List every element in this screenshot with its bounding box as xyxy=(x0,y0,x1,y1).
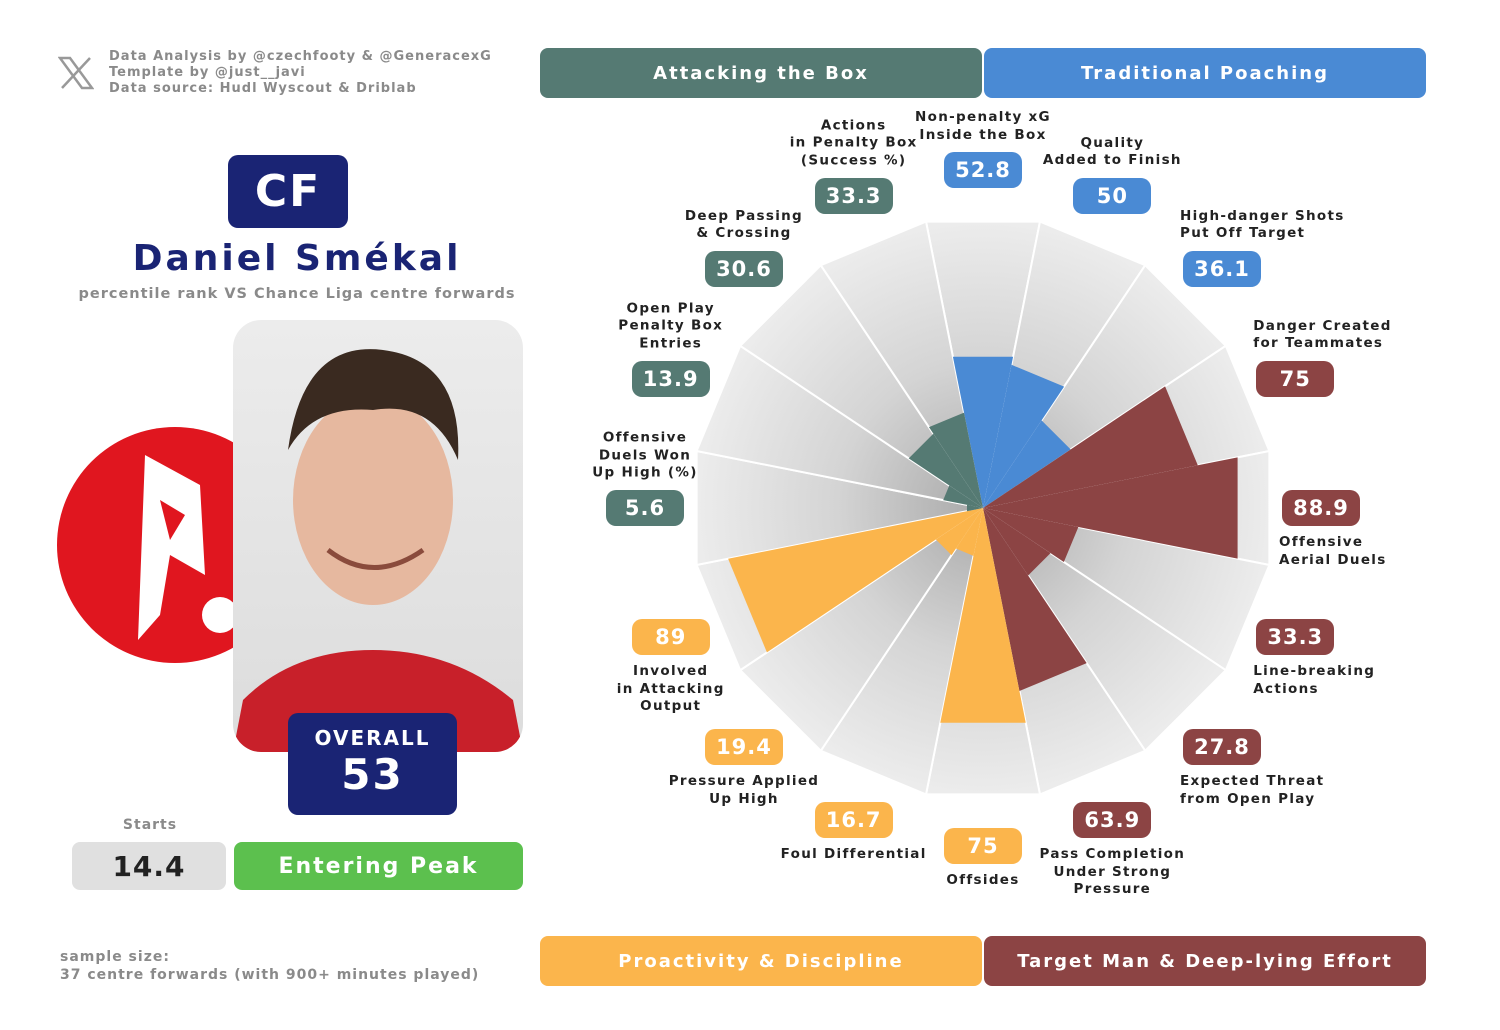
category-label: Non-penalty xG Inside the Box xyxy=(915,109,1051,143)
category-label: Quality Added to Finish xyxy=(1042,134,1182,169)
sample-label: sample size: xyxy=(60,949,170,965)
category-label: Line-breaking Actions xyxy=(1253,663,1376,697)
value-label: 89 xyxy=(631,619,710,656)
bar xyxy=(952,356,1014,508)
club-logo xyxy=(57,427,250,663)
category-label: Expected Threat from Open Play xyxy=(1180,773,1325,807)
category-label: Pass Completion Under Strong Pressure xyxy=(1039,846,1186,898)
bar xyxy=(943,485,983,508)
value-label: 50 xyxy=(1073,177,1152,214)
value-label: 33.3 xyxy=(814,177,893,214)
value-label: 75 xyxy=(1256,360,1335,397)
category-label: Offensive Aerial Duels xyxy=(1279,534,1387,568)
stage-badge: Entering Peak xyxy=(234,842,523,890)
bar xyxy=(908,433,983,508)
subtitle: percentile rank VS Chance Liga centre fo… xyxy=(78,286,516,302)
value-label: 19.4 xyxy=(704,729,783,765)
category-label: Pressure Applied Up High xyxy=(668,773,820,807)
overall-label: OVERALL xyxy=(314,726,431,750)
value-label: 75 xyxy=(944,828,1022,864)
value-label: 5.6 xyxy=(606,490,684,526)
category-label: Involved in Attacking Output xyxy=(616,663,725,715)
bar xyxy=(983,364,1065,508)
value-label: 27.8 xyxy=(1183,729,1261,765)
category-label: Foul Differential xyxy=(780,846,927,863)
bar xyxy=(928,412,983,508)
bar xyxy=(935,508,983,556)
bar xyxy=(940,508,1026,723)
value-label: 88.9 xyxy=(1282,490,1360,526)
category-label: Danger Created for Teammates xyxy=(1253,317,1392,352)
group-header: Traditional Poaching xyxy=(984,48,1426,98)
bar xyxy=(966,504,983,512)
value-label: 63.9 xyxy=(1073,802,1152,839)
credit: Data Analysis by @czechfooty & @Generace… xyxy=(109,49,492,64)
value-label: 33.3 xyxy=(1256,619,1335,656)
starts-label: Starts xyxy=(122,817,178,833)
bar xyxy=(983,508,1051,576)
bar xyxy=(728,508,983,653)
bar xyxy=(983,508,1079,563)
value-label: 30.6 xyxy=(704,250,783,287)
group-header: Attacking the Box xyxy=(540,48,982,98)
bar xyxy=(983,420,1071,508)
category-label: Open Play Penalty Box Entries xyxy=(618,300,724,352)
credit: Template by @just__javi xyxy=(109,65,306,80)
position-badge: CF xyxy=(228,155,348,228)
credit: Data source: Hudl Wyscout & Driblab xyxy=(109,81,417,96)
value-label: 13.9 xyxy=(631,360,710,397)
bar xyxy=(983,508,1087,692)
group-header: Target Man & Deep-lying Effort xyxy=(984,936,1426,986)
overall-value: 53 xyxy=(341,750,404,799)
starts-value: 14.4 xyxy=(72,842,226,890)
overall-box: OVERALL 53 xyxy=(288,713,457,815)
value-label: 36.1 xyxy=(1183,250,1261,287)
group-header: Proactivity & Discipline xyxy=(540,936,982,986)
category-label: Offensive Duels Won Up High (%) xyxy=(592,429,698,481)
value-label: 52.8 xyxy=(944,152,1022,188)
bar xyxy=(955,508,983,556)
sample-text: 37 centre forwards (with 900+ minutes pl… xyxy=(60,967,480,983)
category-label: Actions in Penalty Box (Success %) xyxy=(789,117,918,169)
category-label: High-danger Shots Put Off Target xyxy=(1180,207,1345,242)
category-label: Offsides xyxy=(946,872,1020,888)
value-label: 16.7 xyxy=(814,802,893,839)
bar xyxy=(983,386,1198,508)
category-label: Deep Passing & Crossing xyxy=(684,207,804,242)
bar xyxy=(983,457,1238,559)
x-logo xyxy=(58,56,94,90)
player-name: Daniel Smékal xyxy=(132,238,462,279)
